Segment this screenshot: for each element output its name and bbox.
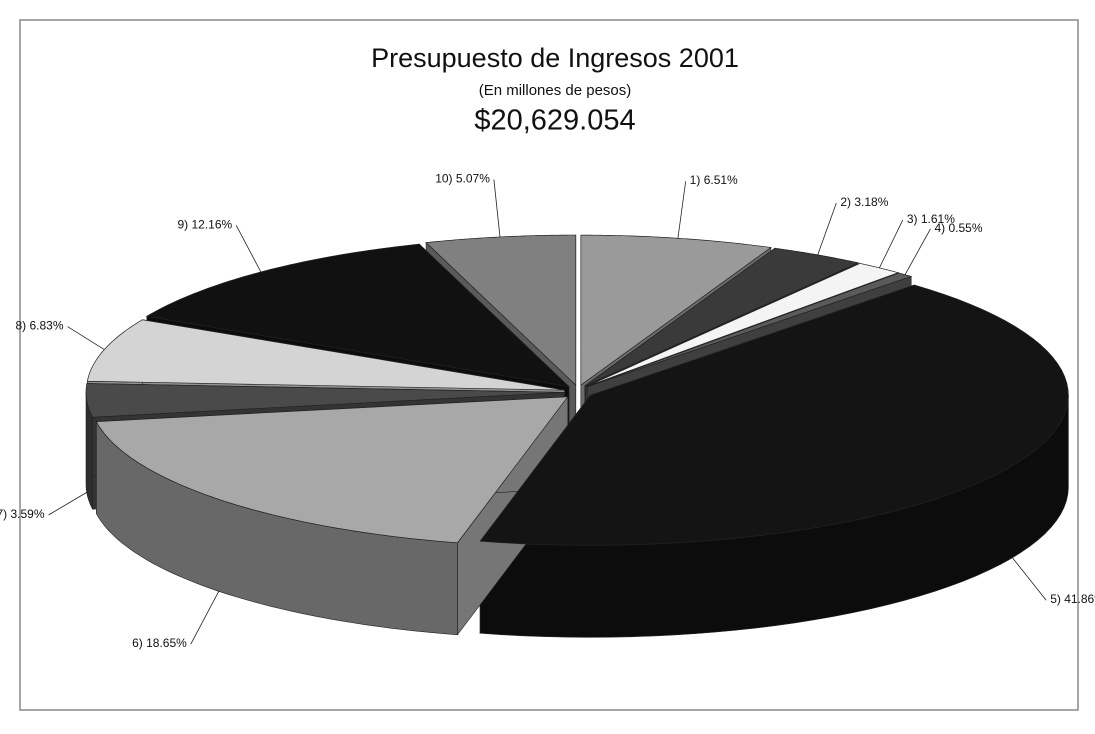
total-label: $20,629.054 [474, 105, 635, 137]
slice-category: 3) [907, 212, 918, 226]
leader-line [1012, 557, 1047, 601]
leader-line [817, 202, 837, 256]
slice [586, 263, 900, 387]
slice [425, 234, 577, 386]
slice-label: 3) 1.61% [907, 212, 955, 226]
slice-value: 0.55% [949, 221, 983, 235]
slice-category: 5) [1050, 592, 1061, 606]
chart-subtitle: (En millones de pesos) [479, 82, 632, 99]
leader-line [235, 225, 262, 273]
slice-value: 3.59% [10, 507, 44, 521]
slice-label: 7) 3.59% [0, 507, 45, 521]
slice-tops [85, 234, 1069, 546]
chart-title: Presupuesto de Ingresos 2001 [371, 43, 739, 73]
slice-value: 12.16% [192, 217, 233, 231]
slice-labels: 1) 6.51% 2) 3.18% 3) 1.61%4) 0.55% 5) 41.86… [0, 172, 1095, 651]
slice [479, 284, 1069, 546]
slice [86, 319, 565, 391]
slice-category: 7) [0, 507, 7, 521]
slice-value: 1.61% [921, 212, 955, 226]
leader-line [904, 228, 931, 275]
slice-value: 6.83% [29, 319, 63, 333]
leader-line [190, 591, 220, 645]
slice-label: 6) 18.65% [132, 636, 187, 650]
slice-category: 9) [177, 217, 188, 231]
slice-category: 1) [690, 173, 701, 187]
slice-category: 4) [934, 221, 945, 235]
leader-line [48, 492, 87, 516]
leader-line [67, 326, 105, 350]
leader-line [493, 179, 501, 238]
slice-category: 6) [132, 636, 143, 650]
slice-label: 5) 41.86% [1050, 592, 1095, 606]
slice-label: 1) 6.51% [690, 173, 738, 187]
slice-value: 18.65% [146, 636, 187, 650]
slice [587, 272, 913, 388]
slice-value: 5.07% [456, 172, 490, 186]
leader-line [677, 181, 687, 239]
slice-category: 2) [840, 195, 851, 209]
slice-value: 6.51% [704, 173, 738, 187]
slice [85, 383, 565, 418]
slice-category: 8) [15, 319, 26, 333]
slice-label: 2) 3.18% [840, 195, 888, 209]
slice-label: 4) 0.55% [934, 221, 982, 235]
slice-value: 41.86% [1064, 592, 1095, 606]
slice-label: 9) 12.16% [177, 217, 232, 231]
slice-label: 10) 5.07% [435, 172, 490, 186]
slice-label: 8) 6.83% [15, 319, 63, 333]
slice-category: 10) [435, 172, 452, 186]
slice-value: 3.18% [854, 195, 888, 209]
slice [95, 396, 569, 544]
slice [580, 234, 772, 386]
leader-line [879, 219, 904, 269]
